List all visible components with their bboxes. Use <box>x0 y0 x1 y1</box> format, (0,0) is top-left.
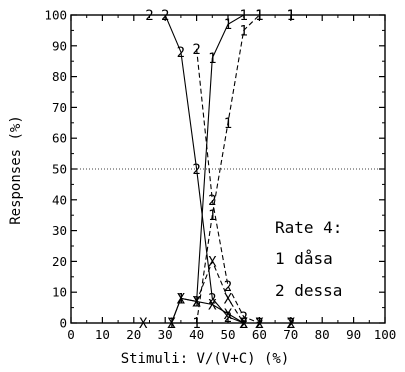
data-point-marker: 2 <box>287 316 295 332</box>
legend-entry-2: 2 dessa <box>275 281 342 300</box>
data-point-marker: X <box>208 254 217 270</box>
data-point-marker: 2 <box>224 279 232 295</box>
x-tick-label: 70 <box>283 327 298 342</box>
data-point-marker: 2 <box>192 42 200 58</box>
data-point-marker: 1 <box>224 17 232 33</box>
data-point-marker: X <box>239 316 248 332</box>
data-point-marker: 2 <box>239 310 247 326</box>
data-point-marker: 1 <box>192 316 200 332</box>
x-tick-label: 20 <box>126 327 141 342</box>
data-point-marker: 1 <box>239 23 247 39</box>
y-tick-label: 40 <box>52 192 67 207</box>
data-point-marker: X <box>167 316 176 332</box>
legend: Rate 4: 1 dåsa 2 dessa <box>275 218 342 300</box>
x-tick-label: 30 <box>158 327 173 342</box>
x-axis-title: Stimuli: V/(V+C) (%) <box>121 351 290 367</box>
series-layer: 11111111111111222222222222222XXXXXXXXXXX… <box>139 8 296 332</box>
data-point-marker: 2 <box>287 316 295 332</box>
x-tick-label: 50 <box>220 327 235 342</box>
data-point-marker: 2 <box>255 316 263 332</box>
data-point-marker: 2 <box>177 45 185 61</box>
y-tick-label: 50 <box>52 162 67 177</box>
data-point-marker: 1 <box>224 116 232 132</box>
data-point-marker: X <box>239 316 248 332</box>
x-tick-label: 0 <box>67 327 75 342</box>
legend-title: Rate 4: <box>275 218 342 237</box>
x-tick-label: 90 <box>346 327 361 342</box>
data-point-marker: X <box>208 298 217 314</box>
x-tick-label: 40 <box>189 327 204 342</box>
axis-layer: 0 10 20 30 40 50 60 70 80 90 100 0 10 20 30 40 50 60 70 80 9… <box>44 8 396 343</box>
x-tick-label: 100 <box>374 327 397 342</box>
legend-entry-1: 1 dåsa <box>275 249 333 268</box>
data-point-marker: X <box>192 294 201 310</box>
data-point-marker: X <box>139 316 148 332</box>
data-point-marker: X <box>255 316 264 332</box>
y-axis-title: Responses (%) <box>8 115 24 225</box>
y-tick-label: 0 <box>59 316 67 331</box>
data-point-marker: 2 <box>208 193 216 209</box>
data-point-marker: X <box>224 291 233 307</box>
data-point-marker: 1 <box>192 294 200 310</box>
y-tick-label: 60 <box>52 131 67 146</box>
data-point-marker: 1 <box>208 51 216 67</box>
series-line <box>196 259 291 324</box>
data-point-marker: 2 <box>208 291 216 307</box>
y-tick-label: 70 <box>52 100 67 115</box>
data-point-marker: X <box>177 291 186 307</box>
x-tick-label: 80 <box>315 327 330 342</box>
y-tick-label: 100 <box>44 8 67 23</box>
x-tick-label: 60 <box>252 327 267 342</box>
y-tick-label: 10 <box>52 285 67 300</box>
y-tick-label: 30 <box>52 223 67 238</box>
data-point-marker: 2 <box>255 316 263 332</box>
data-point-marker: X <box>224 307 233 323</box>
y-tick-label: 20 <box>52 254 67 269</box>
data-point-marker: 2 <box>192 162 200 178</box>
data-point-marker: 1 <box>208 208 216 224</box>
y-tick-label: 90 <box>52 38 67 53</box>
data-point-marker: X <box>192 294 201 310</box>
data-point-marker: 2 <box>239 316 247 332</box>
y-tick-label: 80 <box>52 69 67 84</box>
data-point-marker: 1 <box>167 316 175 332</box>
data-point-marker: X <box>287 316 296 332</box>
x-tick-label: 10 <box>95 327 110 342</box>
